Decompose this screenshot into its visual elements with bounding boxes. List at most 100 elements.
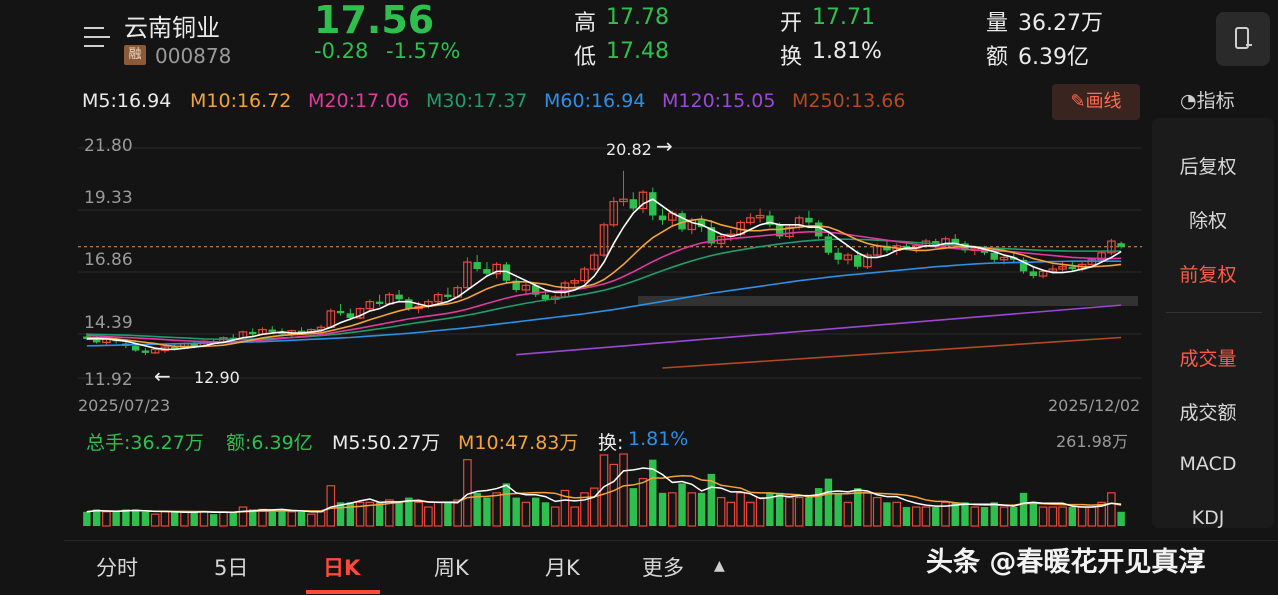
- high-value: 17.78: [606, 5, 669, 30]
- tab-daily-k[interactable]: 日K: [323, 556, 361, 580]
- tab-intraday[interactable]: 分时: [96, 556, 138, 580]
- sidebar-item-post-adjusted[interactable]: 后复权: [1179, 156, 1237, 178]
- tab-weekly-k[interactable]: 周K: [434, 556, 469, 580]
- volume-bar: [560, 489, 570, 527]
- current-price: 17.56: [314, 0, 435, 42]
- low-label: 低: [574, 45, 597, 70]
- volume-bar: [375, 502, 384, 526]
- indicator-button[interactable]: ◔指标: [1180, 86, 1235, 113]
- volume-bar: [1068, 507, 1077, 526]
- draw-line-button[interactable]: ✎画线: [1052, 84, 1140, 120]
- candle-body: [824, 236, 833, 253]
- volume-m10-line: [86, 474, 1122, 514]
- turnover-label: 换: [780, 45, 803, 70]
- price-tick-2: 16.86: [84, 250, 133, 270]
- sidebar-item-macd[interactable]: MACD: [1179, 453, 1237, 475]
- candle-body: [268, 329, 276, 332]
- volume-bar: [122, 509, 130, 526]
- volume-bar: [1077, 506, 1087, 527]
- volume-m10-legend: M10:47.83万: [458, 432, 579, 454]
- volume-bar: [1058, 506, 1067, 527]
- volume-bar: [1107, 492, 1116, 527]
- ma250-line: [662, 336, 1122, 369]
- sidebar-item-kdj[interactable]: KDJ: [1191, 507, 1225, 529]
- price-change: -0.28: [314, 39, 369, 63]
- volume-bar: [346, 502, 355, 526]
- watermark: 头条 @春暖花开见真淳: [926, 547, 1206, 578]
- volume-bar: [433, 501, 443, 527]
- volume-bar: [278, 509, 286, 526]
- volume-amount-legend: 额:6.39亿: [226, 432, 313, 454]
- sidebar-panel: [1152, 118, 1274, 528]
- price-chart[interactable]: [78, 128, 1142, 420]
- volume-bar: [170, 511, 179, 526]
- volume-bar: [1097, 501, 1106, 527]
- volume-bar: [405, 497, 413, 526]
- landscape-toggle-button[interactable]: [1216, 12, 1270, 66]
- open-label: 开: [780, 11, 803, 36]
- volume-bar: [150, 513, 160, 527]
- volume-bar: [746, 501, 755, 527]
- volume-bar: [355, 501, 365, 527]
- candle-body: [316, 326, 326, 331]
- candle-body: [814, 222, 823, 237]
- volume-bar: [541, 502, 550, 526]
- ma5-line: [86, 198, 1122, 351]
- margin-badge: 融: [124, 45, 146, 65]
- candle-body: [395, 294, 403, 300]
- volume-bar: [970, 506, 980, 527]
- sidebar-item-ex-rights[interactable]: 除权: [1188, 210, 1227, 232]
- volume-bar: [531, 497, 540, 526]
- volume-bar: [395, 502, 403, 526]
- volume-bar: [287, 511, 297, 527]
- candle-body: [1029, 271, 1038, 277]
- ma5-legend: M5:16.94: [82, 90, 172, 112]
- volume-bar: [921, 506, 931, 527]
- volume-bar: [453, 499, 462, 527]
- volume-bar: [824, 478, 833, 526]
- bottom-tab-bar: [64, 540, 1278, 595]
- volume-bar: [473, 492, 481, 526]
- volume-bar: [707, 473, 716, 526]
- volume-bar: [229, 511, 237, 526]
- price-tick-0: 21.80: [84, 136, 133, 156]
- ma20-legend: M20:17.06: [308, 90, 410, 112]
- volume-bar: [580, 492, 589, 527]
- volume-turnover-label: 换:: [598, 432, 624, 454]
- volume-bar: [619, 453, 628, 527]
- candle-body: [863, 254, 872, 268]
- ma10-legend: M10:16.72: [190, 90, 292, 112]
- volume-m5-legend: M5:50.27万: [332, 432, 441, 454]
- draw-line-label: 画线: [1085, 91, 1122, 112]
- volume-bar: [785, 496, 794, 527]
- volume-bar: [697, 492, 706, 526]
- low-marker-arrow: ←: [154, 364, 171, 388]
- volume-bar: [687, 492, 697, 527]
- volume-max-label: 261.98万: [1056, 432, 1128, 451]
- sidebar-item-volume[interactable]: 成交量: [1179, 348, 1237, 370]
- tab-5day[interactable]: 5日: [214, 556, 249, 580]
- sidebar-item-amount[interactable]: 成交额: [1179, 402, 1237, 424]
- tab-monthly-k[interactable]: 月K: [545, 556, 580, 580]
- candle-body: [1117, 243, 1125, 247]
- menu-icon[interactable]: [84, 24, 112, 50]
- volume-bar: [961, 502, 969, 526]
- candle-body: [570, 280, 580, 284]
- volume-bar: [775, 492, 784, 526]
- volume-bar: [238, 506, 248, 527]
- candle-body: [1087, 259, 1097, 265]
- candle-body: [463, 261, 472, 289]
- candle-body: [1038, 270, 1048, 277]
- high-marker-label: 20.82: [606, 140, 652, 159]
- highlight-band: [638, 296, 1138, 306]
- candle-body: [853, 255, 862, 267]
- volume-bar: [336, 502, 345, 526]
- candle-body: [834, 252, 842, 260]
- volume-bar: [483, 497, 491, 526]
- volume-chart[interactable]: [78, 448, 1142, 528]
- tab-more[interactable]: 更多: [642, 556, 684, 580]
- sidebar-item-pre-adjusted[interactable]: 前复权: [1179, 264, 1237, 286]
- volume-bar: [941, 501, 950, 527]
- caret-up-icon[interactable]: ▲: [714, 558, 725, 574]
- candle-body: [444, 294, 452, 297]
